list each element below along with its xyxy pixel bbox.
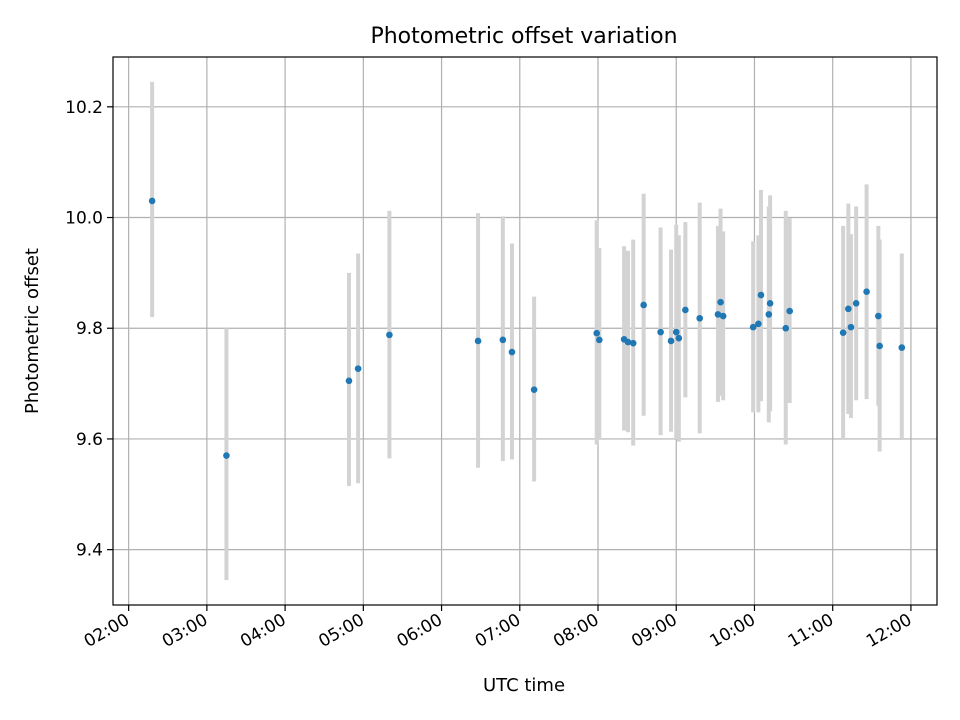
- x-tick-label: 03:00: [159, 610, 211, 652]
- error-bars: [150, 81, 904, 581]
- data-point: [624, 338, 632, 346]
- data-point: [148, 197, 156, 205]
- data-point: [508, 348, 516, 356]
- data-point: [675, 334, 683, 342]
- data-point: [755, 320, 762, 328]
- data-point: [499, 336, 507, 344]
- data-point: [596, 336, 603, 344]
- data-point: [845, 305, 852, 313]
- y-axis-label: Photometric offset: [22, 248, 43, 414]
- chart-title: Photometric offset variation: [370, 24, 677, 49]
- y-tick-label: 10.2: [65, 98, 103, 118]
- data-point: [766, 300, 774, 307]
- data-point: [876, 342, 883, 350]
- data-point: [757, 291, 765, 299]
- data-point: [345, 377, 353, 385]
- data-point: [717, 298, 724, 306]
- data-point: [640, 301, 647, 309]
- data-point: [875, 312, 882, 320]
- y-tick-label: 10.0: [65, 209, 103, 229]
- data-point: [863, 288, 870, 295]
- x-tick-label: 11:00: [785, 610, 837, 652]
- y-tick-label: 9.8: [76, 319, 103, 339]
- x-tick-label: 10:00: [707, 610, 759, 652]
- data-point: [682, 306, 689, 314]
- data-point: [782, 324, 790, 332]
- x-tick-label: 05:00: [315, 610, 367, 652]
- data-point: [847, 323, 855, 331]
- data-point: [593, 329, 601, 337]
- x-tick-label: 02:00: [81, 610, 133, 652]
- data-point: [696, 314, 704, 322]
- data-point: [657, 328, 664, 336]
- x-tick-label: 09:00: [628, 610, 680, 652]
- data-point: [672, 328, 680, 336]
- data-point: [354, 365, 362, 372]
- data-point: [749, 323, 757, 331]
- data-point: [765, 311, 773, 318]
- data-points: [148, 197, 906, 459]
- y-axis-ticks: 9.4 9.6 9.8 10.0 10.2: [65, 98, 113, 561]
- x-tick-label: 04:00: [237, 610, 289, 652]
- data-point: [714, 311, 722, 318]
- x-tick-label: 12:00: [863, 610, 915, 652]
- y-tick-label: 9.6: [76, 430, 103, 450]
- data-point: [530, 386, 538, 393]
- x-tick-label: 07:00: [472, 610, 524, 652]
- data-point: [898, 344, 906, 351]
- data-point: [719, 312, 727, 320]
- x-tick-label: 06:00: [394, 610, 446, 652]
- data-point: [629, 339, 637, 347]
- data-point: [852, 300, 860, 307]
- x-axis-label: UTC time: [483, 675, 565, 696]
- plot-frame: [112, 56, 938, 606]
- x-axis-ticks: 02:00 03:00 04:00 05:00 06:00 07:00 08:00 09:00…: [81, 605, 915, 652]
- grid: [113, 57, 937, 605]
- data-point: [839, 329, 847, 336]
- data-point: [386, 331, 393, 339]
- data-point: [786, 307, 793, 315]
- y-tick-label: 9.4: [76, 541, 103, 561]
- x-tick-label: 08:00: [550, 610, 602, 652]
- data-point: [223, 452, 230, 459]
- data-point: [667, 337, 675, 345]
- data-point: [474, 337, 482, 345]
